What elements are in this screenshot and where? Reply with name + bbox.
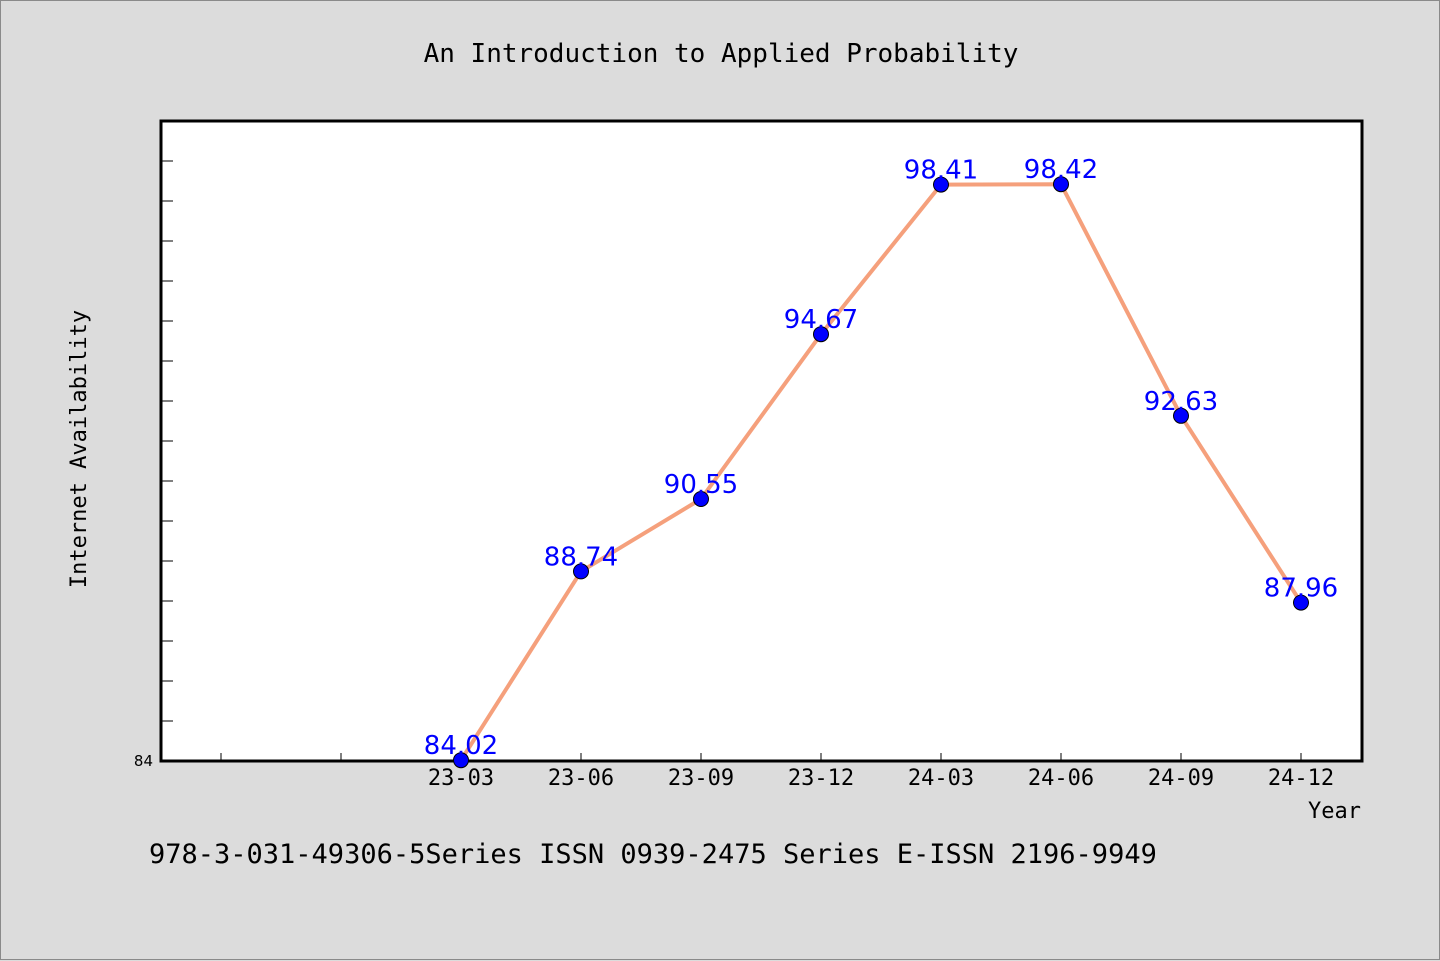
data-point [933, 176, 949, 193]
data-point [1173, 407, 1189, 424]
data-point [693, 491, 709, 507]
data-label: 98.41 [904, 156, 978, 186]
x-tick-label: 24-06 [1028, 766, 1094, 791]
data-label: 90.55 [664, 470, 738, 500]
plot-area [159, 119, 1364, 763]
data-label: 94.67 [784, 305, 858, 335]
data-label: 87.96 [1264, 574, 1338, 604]
x-tick-label: 23-09 [668, 766, 734, 791]
data-label: 92.63 [1144, 387, 1218, 417]
x-axis-label: Year [1308, 799, 1361, 824]
data-point [813, 326, 829, 343]
chart-title: An Introduction to Applied Probability [424, 39, 1019, 69]
x-tick-label: 24-03 [908, 766, 974, 791]
footer-text: 978-3-031-49306-5Series ISSN 0939-2475 S… [149, 839, 1157, 870]
data-point [1053, 176, 1069, 193]
x-tick-label: 23-03 [428, 766, 494, 791]
y-tick-label: 84 [134, 752, 153, 770]
data-point [1293, 594, 1309, 611]
x-tick-label: 23-06 [548, 766, 614, 791]
data-label: 88.74 [544, 542, 618, 572]
data-point [453, 752, 469, 769]
y-axis-label: Internet Availability [67, 310, 92, 588]
x-tick-label: 24-09 [1148, 766, 1214, 791]
x-tick-label: 23-12 [788, 766, 854, 791]
series-line [459, 182, 1303, 762]
x-tick-label: 24-12 [1268, 766, 1334, 791]
data-point [573, 563, 589, 580]
data-label: 84.02 [424, 731, 498, 761]
data-label: 98.42 [1024, 155, 1098, 185]
